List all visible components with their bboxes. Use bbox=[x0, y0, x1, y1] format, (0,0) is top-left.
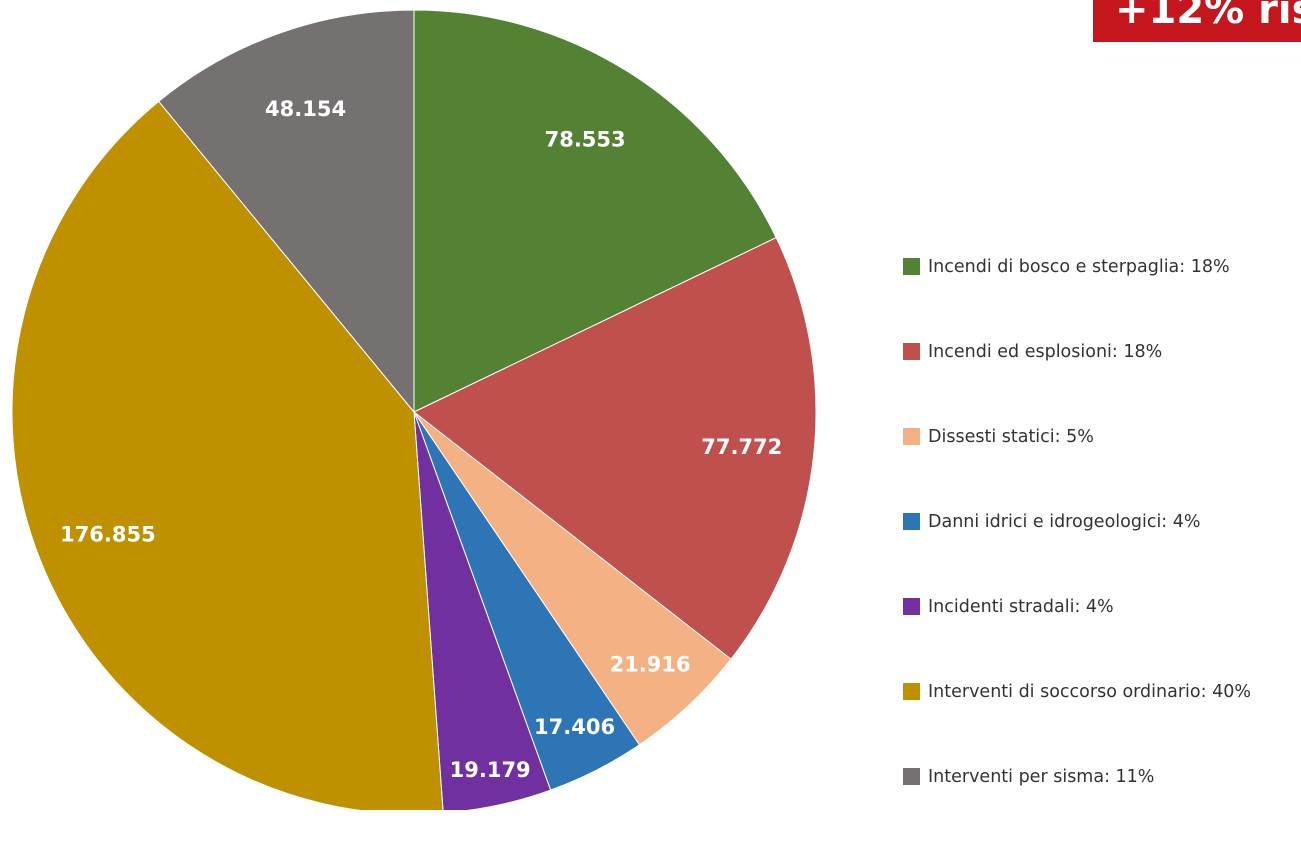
legend-label: Dissesti statici: 5% bbox=[928, 426, 1094, 447]
pie-slice bbox=[413, 9, 777, 413]
pie-value-label: 21.916 bbox=[610, 653, 691, 677]
legend-item: Dissesti statici: 5% bbox=[903, 420, 1301, 453]
legend-item: Incendi di bosco e sterpaglia: 18% bbox=[903, 250, 1301, 283]
chart-legend: Incendi di bosco e sterpaglia: 18% Incend… bbox=[903, 250, 1301, 845]
pie-value-label: 48.154 bbox=[265, 97, 346, 121]
growth-badge: +12% ris bbox=[1093, 0, 1301, 42]
legend-item: Danni idrici e idrogeologici: 4% bbox=[903, 505, 1301, 538]
legend-swatch bbox=[903, 428, 920, 445]
pie-slices bbox=[11, 9, 817, 810]
legend-swatch bbox=[903, 683, 920, 700]
legend-label: Incendi ed esplosioni: 18% bbox=[928, 341, 1163, 362]
legend-label: Incendi di bosco e sterpaglia: 18% bbox=[928, 256, 1230, 277]
pie-value-label: 176.855 bbox=[60, 522, 156, 546]
legend-item: Incendi ed esplosioni: 18% bbox=[903, 335, 1301, 368]
pie-value-label: 77.772 bbox=[701, 435, 782, 459]
legend-swatch bbox=[903, 258, 920, 275]
legend-swatch bbox=[903, 598, 920, 615]
legend-swatch bbox=[903, 343, 920, 360]
pie-value-label: 78.553 bbox=[545, 128, 626, 152]
growth-badge-text: +12% ris bbox=[1115, 0, 1301, 33]
legend-item: Interventi per sisma: 11% bbox=[903, 760, 1301, 793]
legend-label: Interventi per sisma: 11% bbox=[928, 766, 1155, 787]
legend-swatch bbox=[903, 768, 920, 785]
legend-label: Interventi di soccorso ordinario: 40% bbox=[928, 681, 1251, 702]
pie-slice bbox=[413, 411, 552, 810]
legend-swatch bbox=[903, 513, 920, 530]
legend-label: Danni idrici e idrogeologici: 4% bbox=[928, 511, 1201, 532]
legend-label: Incidenti stradali: 4% bbox=[928, 596, 1114, 617]
pie-value-label: 19.179 bbox=[450, 758, 531, 782]
pie-slice bbox=[158, 9, 415, 414]
pie-slice bbox=[413, 236, 817, 660]
legend-item: Incidenti stradali: 4% bbox=[903, 590, 1301, 623]
pie-value-label: 17.406 bbox=[534, 715, 615, 739]
legend-item: Interventi di soccorso ordinario: 40% bbox=[903, 675, 1301, 708]
pie-slice bbox=[11, 100, 444, 810]
